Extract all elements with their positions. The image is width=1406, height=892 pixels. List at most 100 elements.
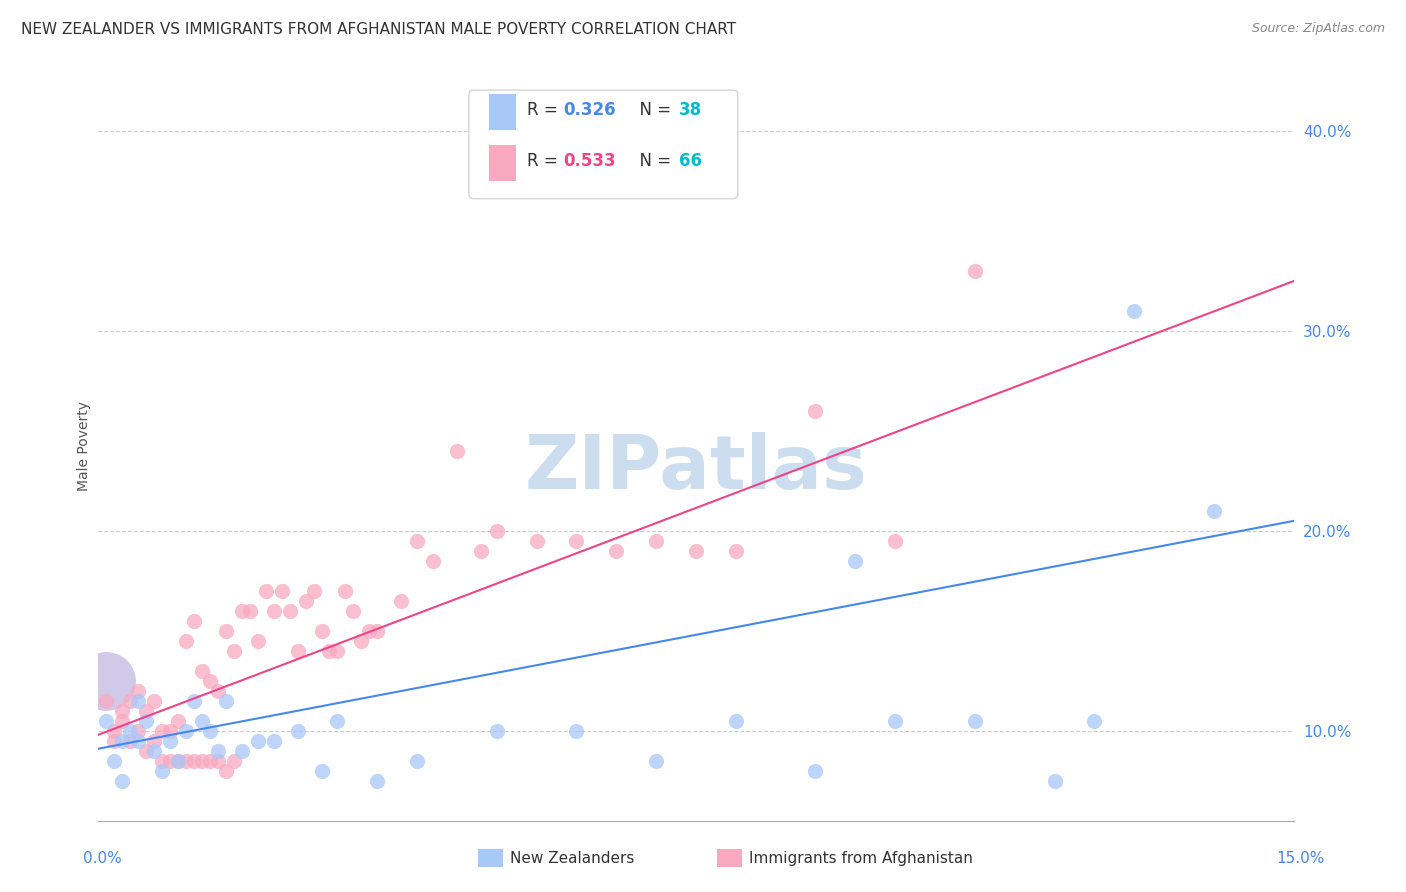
Text: ZIPatlas: ZIPatlas [524,432,868,505]
Point [485,723,508,738]
Point [485,524,508,538]
Point [150,764,173,778]
Point [1202,504,1225,518]
Point [1083,714,1105,728]
Point [207,683,229,698]
Point [127,733,149,747]
Point [183,754,205,768]
Point [167,754,190,768]
Point [884,714,907,728]
Point [198,754,221,768]
Point [565,723,588,738]
Point [326,714,349,728]
Point [191,714,214,728]
Point [222,644,245,658]
Point [645,754,668,768]
Point [215,694,238,708]
Point [406,533,429,548]
Point [191,664,214,678]
Text: 66: 66 [679,152,702,169]
Point [294,594,316,608]
Point [150,754,173,768]
Point [231,744,253,758]
Point [103,733,125,747]
Text: Source: ZipAtlas.com: Source: ZipAtlas.com [1251,22,1385,36]
Text: NEW ZEALANDER VS IMMIGRANTS FROM AFGHANISTAN MALE POVERTY CORRELATION CHART: NEW ZEALANDER VS IMMIGRANTS FROM AFGHANI… [21,22,737,37]
Point [804,404,827,418]
FancyBboxPatch shape [470,90,738,199]
Point [183,614,205,628]
Text: 0.0%: 0.0% [83,851,122,865]
Y-axis label: Male Poverty: Male Poverty [77,401,91,491]
Text: N =: N = [628,152,676,169]
Point [844,554,866,568]
Point [350,633,373,648]
Point [254,583,277,598]
Text: Immigrants from Afghanistan: Immigrants from Afghanistan [749,851,973,865]
Point [143,694,166,708]
Point [120,733,142,747]
Point [605,544,627,558]
Point [239,604,262,618]
Point [143,733,166,747]
Point [150,723,173,738]
Point [335,583,357,598]
FancyBboxPatch shape [489,145,516,180]
Point [120,723,142,738]
Point [389,594,412,608]
Point [366,624,388,638]
Point [96,673,118,688]
Text: 15.0%: 15.0% [1277,851,1324,865]
Point [191,754,214,768]
Point [96,714,118,728]
Point [167,754,190,768]
Point [111,733,134,747]
Point [366,773,388,788]
Point [263,604,285,618]
Point [159,754,181,768]
Point [135,704,157,718]
Point [127,723,149,738]
Point [111,714,134,728]
Point [183,694,205,708]
Point [470,544,492,558]
Point [724,714,747,728]
Point [198,723,221,738]
Point [96,694,118,708]
Text: R =: R = [527,152,564,169]
Point [215,624,238,638]
Point [326,644,349,658]
Point [963,264,986,278]
FancyBboxPatch shape [489,94,516,130]
Point [645,533,668,548]
Point [565,533,588,548]
Point [246,733,269,747]
Point [884,533,907,548]
Point [302,583,325,598]
Point [159,733,181,747]
Point [198,673,221,688]
Point [278,604,301,618]
Text: N =: N = [628,101,676,119]
Point [174,754,197,768]
Text: R =: R = [527,101,564,119]
Text: New Zealanders: New Zealanders [510,851,634,865]
Text: 0.533: 0.533 [564,152,616,169]
Point [159,723,181,738]
Point [135,714,157,728]
Point [1123,304,1146,318]
Point [724,544,747,558]
Point [215,764,238,778]
Point [246,633,269,648]
Point [318,644,340,658]
Point [406,754,429,768]
Point [359,624,381,638]
Point [207,754,229,768]
Point [103,723,125,738]
Point [207,744,229,758]
Point [127,694,149,708]
Point [311,764,333,778]
Point [685,544,707,558]
Text: 38: 38 [679,101,703,119]
Point [135,744,157,758]
